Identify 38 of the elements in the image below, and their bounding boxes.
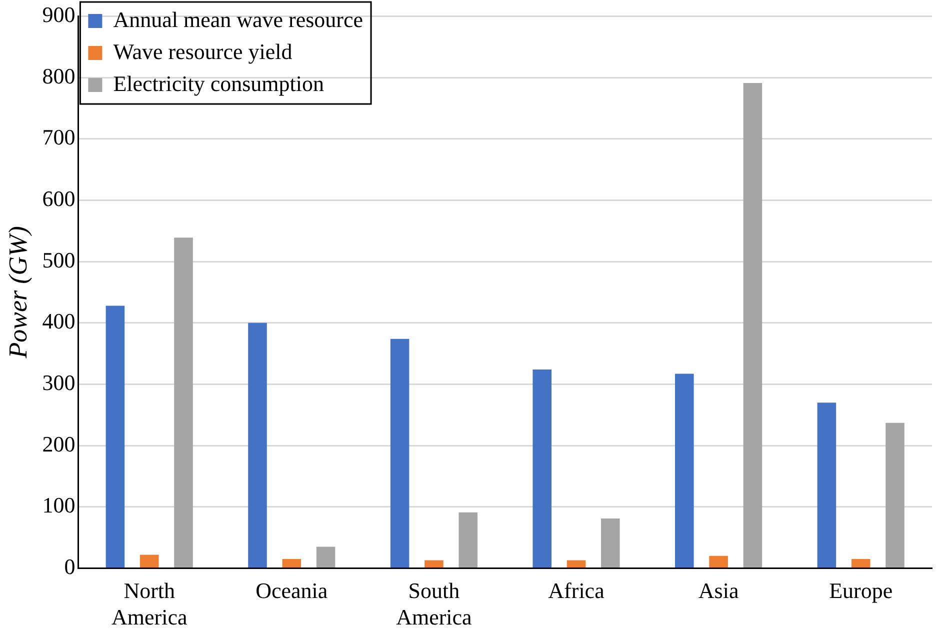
y-axis-title: Power (GW)	[3, 226, 32, 360]
bar	[886, 422, 904, 568]
bar	[601, 518, 620, 568]
bar	[709, 556, 728, 568]
x-tick-label: Oceania	[256, 578, 328, 604]
y-tick-label: 300	[42, 370, 76, 395]
y-tick-label: 900	[42, 2, 76, 27]
bar	[458, 512, 478, 568]
y-tick-label: 700	[42, 124, 76, 150]
bar	[424, 560, 444, 568]
bar	[851, 559, 870, 568]
bar	[248, 322, 267, 568]
x-tick-label: Asia	[698, 578, 739, 604]
x-tick-label: South America	[396, 578, 472, 630]
bar	[566, 560, 586, 568]
x-tick-label: Africa	[548, 578, 605, 604]
bar	[675, 374, 694, 568]
y-tick-label: 500	[42, 247, 76, 272]
y-tick-label: 600	[42, 186, 76, 211]
y-tick-label: 100	[42, 492, 76, 518]
bar	[174, 238, 193, 568]
y-tick-label: 800	[42, 63, 76, 88]
bar	[817, 402, 836, 568]
bar	[743, 83, 762, 568]
legend-label: Electricity consumption	[113, 70, 324, 96]
bar	[316, 546, 336, 568]
bar	[282, 559, 302, 568]
legend-label: Wave resource yield	[113, 38, 292, 64]
x-tick-label: Europe	[829, 578, 893, 604]
x-tick-label: North America	[111, 578, 188, 630]
bar	[106, 306, 125, 568]
y-tick-label: 0	[64, 554, 76, 579]
legend-label: Annual mean wave resource	[113, 6, 364, 32]
bar	[532, 369, 552, 568]
y-tick-label: 200	[42, 431, 76, 456]
bar	[390, 338, 410, 568]
y-tick-label: 400	[42, 308, 76, 334]
bar	[140, 554, 159, 568]
